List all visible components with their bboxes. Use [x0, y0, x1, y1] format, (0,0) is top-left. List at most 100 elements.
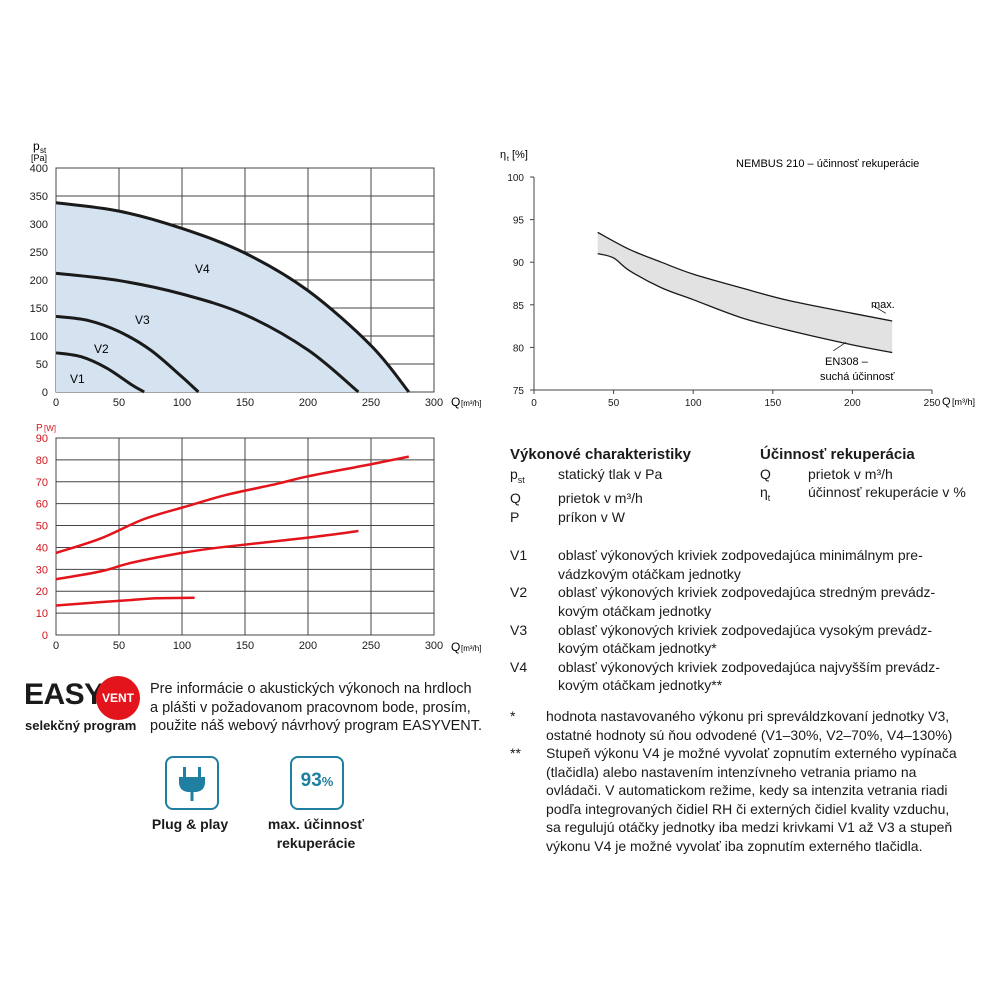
curve-v3	[55, 271, 360, 394]
efficiency-badge-value: 93%	[300, 770, 334, 791]
plug-and-play-badge	[165, 756, 219, 810]
efficiency-chart-band	[597, 231, 893, 354]
y-tick-label: 0	[42, 630, 48, 642]
annotation-en308-leader	[833, 341, 847, 352]
efficiency-chart-ticks: 0 50 100 150 200 250 75 80 85 90 95 100	[507, 173, 940, 409]
curve-v4	[55, 201, 410, 393]
efficiency-en308-curve	[597, 253, 893, 354]
x-tick-label: 150	[236, 640, 254, 652]
y-tick-label: 20	[36, 586, 48, 598]
x-tick-label: 0	[53, 397, 59, 409]
y-tick-label: 85	[513, 301, 525, 312]
y-tick-label: 50	[36, 521, 48, 533]
y-tick-label: 70	[36, 477, 48, 489]
y-tick-label: 100	[30, 331, 48, 343]
y-tick-label: 300	[30, 219, 48, 231]
pressure-x-unit: [m³/h]	[461, 399, 481, 408]
x-tick-label: 150	[236, 397, 254, 409]
y-tick-label: 0	[42, 387, 48, 399]
legend-symbol: P	[510, 508, 520, 525]
x-tick-label: 200	[844, 398, 861, 409]
operating-area	[56, 202, 409, 392]
annotation-max: max.	[871, 299, 895, 311]
efficiency-x-label: Q	[942, 396, 951, 408]
level-symbol: V3	[510, 621, 528, 638]
x-tick-label: 200	[299, 640, 317, 652]
footnotes: * hodnota nastavovaného výkonu pri sprevá…	[510, 707, 990, 856]
efficiency-max-curve	[597, 231, 893, 322]
series-label-v3: V3	[135, 313, 150, 327]
power-chart-curves	[55, 455, 410, 607]
y-tick-label: 90	[36, 433, 48, 445]
x-tick-label: 200	[299, 397, 317, 409]
easyvent-logo[interactable]: EASY VENT selekčný program	[24, 676, 144, 738]
series-label-v1: V1	[70, 372, 85, 386]
efficiency-chart-grid	[530, 176, 933, 394]
legend-text: príkon v W	[558, 508, 625, 525]
power-curve-v4	[55, 455, 410, 555]
performance-legend: Výkonové charakteristiky pst statický tla…	[510, 446, 760, 526]
easyvent-logo-vent: VENT	[96, 676, 140, 720]
y-tick-label: 95	[513, 216, 525, 227]
series-label-v2: V2	[94, 342, 109, 356]
plug-and-play-label: Plug & play	[151, 816, 229, 832]
x-tick-label: 50	[113, 640, 125, 652]
x-tick-label: 100	[173, 640, 191, 652]
curve-v1	[55, 351, 145, 394]
efficiency-legend-title: Účinnosť rekuperácia	[760, 446, 915, 463]
plug-icon	[179, 767, 205, 801]
level-text: oblasť výkonových kriviek zodpovedajúca …	[558, 658, 940, 694]
efficiency-title: NEMBUS 210 – účinnosť rekuperácie	[736, 158, 919, 170]
power-chart-ticks: 0 50 100 150 200 250 300 0 10 20 30 40 50 60 70 80 90	[36, 433, 443, 652]
x-tick-label: 0	[531, 398, 537, 409]
level-symbol: V2	[510, 584, 528, 601]
y-tick-label: 60	[36, 499, 48, 511]
y-tick-label: 50	[36, 359, 48, 371]
power-y-label: P	[36, 423, 43, 434]
pressure-y-subscript: st	[40, 146, 47, 155]
level-text: oblasť výkonových kriviek zodpovedajúca …	[558, 584, 936, 619]
pressure-chart-ticks: 0 50 100 150 200 250 300 0 50 100 150 200 250 300 350 4…	[30, 163, 444, 409]
footnote-symbol: **	[510, 745, 521, 762]
level-symbol: V1	[510, 547, 528, 564]
performance-legend-title: Výkonové charakteristiky	[510, 446, 691, 463]
easyvent-logo-easy: EASY	[24, 678, 104, 711]
efficiency-badge-label: max. účinnosť rekuperácie	[267, 816, 365, 851]
efficiency-y-unit: [%]	[512, 149, 528, 161]
footnote-text: Stupeň výkonu V4 je možné vyvolať zopnut…	[546, 745, 957, 855]
annotation-max-leader	[872, 305, 887, 314]
y-tick-label: 90	[513, 258, 525, 269]
x-tick-label: 250	[362, 397, 380, 409]
efficiency-x-unit: [m³/h]	[952, 397, 975, 407]
efficiency-y-subscript: t	[507, 156, 509, 163]
pressure-chart-area	[56, 202, 409, 392]
y-tick-label: 400	[30, 163, 48, 175]
x-tick-label: 250	[362, 640, 380, 652]
y-tick-label: 350	[30, 191, 48, 203]
pressure-y-unit: [Pa]	[31, 153, 47, 163]
x-tick-label: 50	[608, 398, 620, 409]
x-tick-label: 250	[924, 398, 941, 409]
power-y-unit: [W]	[44, 424, 56, 433]
x-tick-label: 0	[53, 640, 59, 652]
legend-text: statický tlak v Pa	[558, 465, 663, 482]
power-x-unit: [m³/h]	[461, 644, 481, 653]
plot-frame	[55, 437, 435, 636]
legend-text: prietok v m³/h	[558, 489, 643, 506]
x-tick-label: 100	[173, 397, 191, 409]
y-tick-label: 100	[507, 173, 524, 184]
level-symbol: V4	[510, 658, 528, 675]
pressure-x-label: Q	[451, 395, 460, 409]
legend-symbol: pst	[510, 465, 525, 485]
easyvent-info-text: Pre informácie o akustických výkonoch na…	[150, 681, 483, 734]
legend-symbol: ηt	[760, 484, 771, 503]
curve-v2	[55, 314, 200, 394]
legend-panel: Výkonové charakteristiky pst statický tla…	[510, 446, 990, 856]
footnote-text: hodnota nastavovaného výkonu pri sprevál…	[546, 707, 953, 743]
y-tick-label: 75	[513, 386, 525, 397]
x-tick-label: 100	[685, 398, 702, 409]
y-tick-label: 250	[30, 247, 48, 259]
pressure-chart: 0 50 100 150 200 250 300 0 50 100 150 200 250 300 350 4…	[30, 139, 482, 409]
level-text: oblasť výkonových kriviek zodpovedajúca …	[558, 547, 923, 582]
